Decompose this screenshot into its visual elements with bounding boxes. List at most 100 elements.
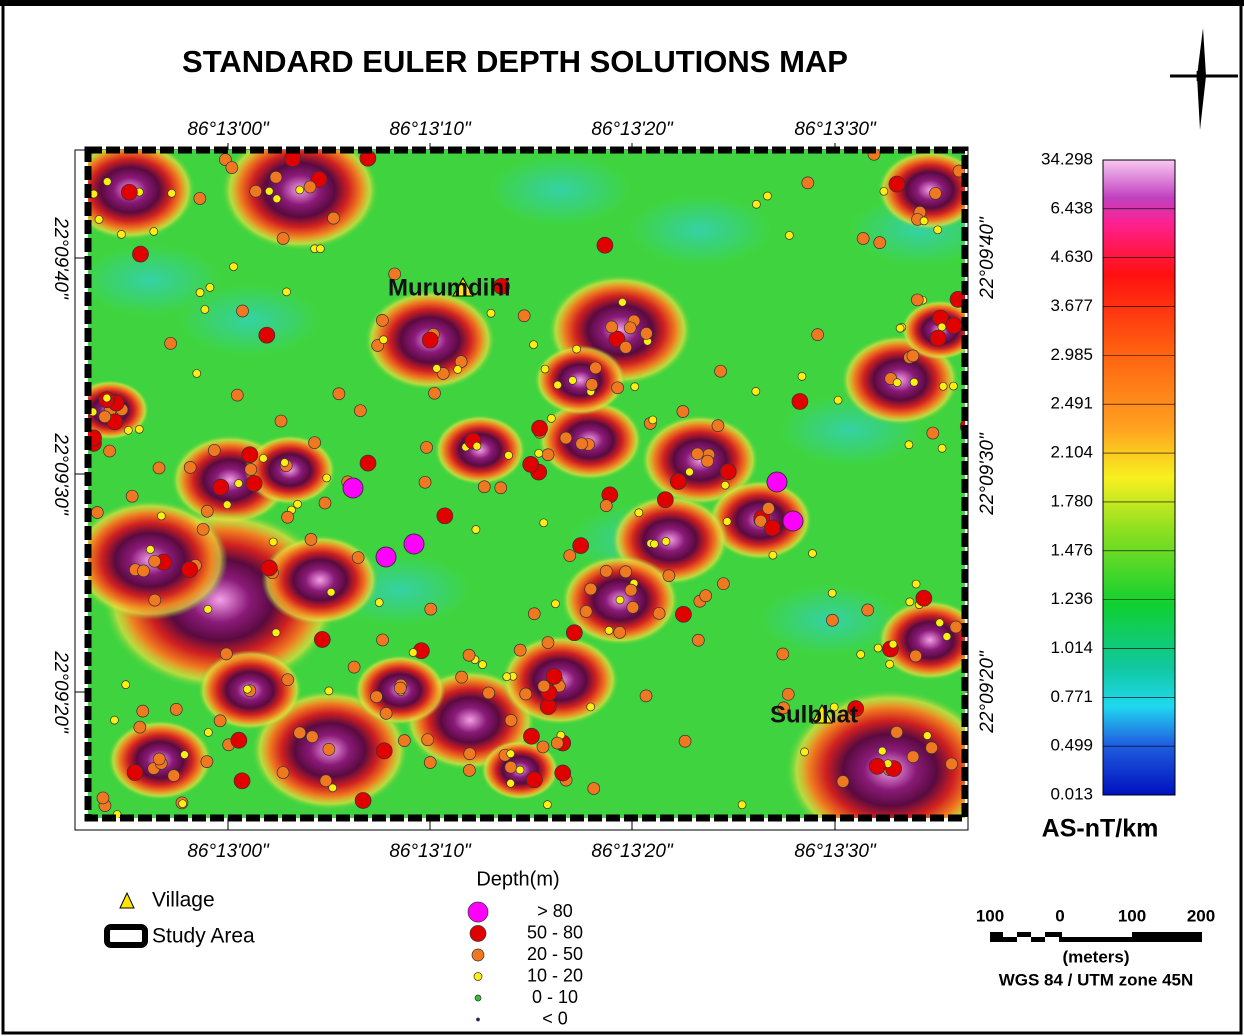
depth-symbol (468, 902, 488, 922)
solution-point (580, 605, 592, 617)
solution-point (631, 383, 639, 391)
solution-point (538, 680, 550, 692)
colorbar-label: 0.499 (1050, 736, 1093, 755)
solution-point (542, 637, 554, 649)
solution-point (620, 341, 632, 353)
solution-point (551, 737, 563, 749)
solution-point (231, 389, 243, 401)
village-label: Sulbhat (770, 701, 858, 728)
solution-point (472, 526, 480, 534)
solution-point (323, 474, 331, 482)
depth-symbol (470, 926, 486, 942)
solution-point (360, 455, 376, 471)
village-label: Murumdihi (388, 274, 511, 301)
depth-class: 20 - 50 (527, 944, 583, 964)
solution-point (785, 231, 793, 239)
solution-point (165, 337, 177, 349)
solution-point (250, 185, 262, 197)
scale-bar: (meters) WGS 84 / UTM zone 45N (990, 932, 1202, 989)
solution-point (891, 726, 903, 738)
solution-point (483, 687, 495, 699)
low-anomaly (630, 195, 770, 265)
solution-point (752, 200, 760, 208)
solution-point (376, 314, 388, 326)
solution-point (532, 420, 548, 436)
solution-point (712, 420, 724, 432)
colorbar-label: 1.476 (1050, 540, 1093, 559)
solution-point (226, 162, 238, 174)
solution-point (686, 468, 694, 476)
solution-point (691, 448, 703, 460)
solution-point (242, 447, 258, 463)
solution-point (657, 492, 673, 508)
solution-point (170, 703, 182, 715)
solution-point (454, 365, 462, 373)
solution-point (679, 735, 691, 747)
solution-point (234, 773, 250, 789)
solution-point (923, 732, 931, 740)
solution-point (428, 387, 440, 399)
solution-point (767, 472, 787, 492)
village-symbol (120, 893, 134, 908)
scale-unit: (meters) (1062, 947, 1129, 966)
solution-point (377, 634, 389, 646)
solution-point (929, 187, 941, 199)
colorbar-label: 2.104 (1050, 443, 1093, 462)
solution-point (149, 594, 161, 606)
solution-point (505, 714, 517, 726)
solution-point (214, 715, 226, 727)
legend-study-area: Study Area (152, 925, 255, 948)
solution-point (938, 444, 946, 452)
solution-point (104, 445, 116, 457)
solution-point (752, 387, 760, 395)
longitude-label: 86°13'10" (389, 119, 472, 140)
colorbar-label: 3.677 (1050, 296, 1093, 315)
solution-point (526, 772, 542, 788)
depth-symbol (474, 973, 482, 981)
solution-point (60, 204, 68, 212)
solution-point (282, 511, 294, 523)
solution-point (323, 743, 335, 755)
solution-point (640, 690, 652, 702)
solution-point (184, 461, 196, 473)
solution-point (663, 570, 675, 582)
solution-point (649, 416, 657, 424)
solution-point (650, 540, 658, 548)
solution-point (75, 558, 83, 566)
solution-point (677, 405, 689, 417)
solution-point (905, 441, 913, 449)
low-anomaly (80, 245, 220, 315)
solution-point (245, 463, 257, 475)
longitude-label: 86°13'10" (389, 841, 472, 862)
solution-point (528, 608, 540, 620)
solution-point (507, 750, 515, 758)
solution-point (573, 345, 581, 353)
solution-point (640, 327, 652, 339)
solution-point (618, 298, 626, 306)
solution-point (537, 741, 549, 753)
solution-point (304, 181, 316, 193)
solution-point (463, 649, 475, 661)
longitude-label: 86°13'20" (591, 841, 674, 862)
solution-point (409, 649, 417, 657)
solution-point (783, 511, 803, 531)
solution-point (777, 648, 789, 660)
solution-point (878, 747, 886, 755)
solution-point (912, 580, 920, 588)
solution-point (314, 632, 330, 648)
solution-point (277, 233, 289, 245)
solution-point (516, 766, 524, 774)
solution-point (437, 508, 453, 524)
solution-point (600, 500, 612, 512)
solution-point (896, 324, 904, 332)
solution-point (259, 327, 275, 343)
solution-point (514, 644, 526, 656)
solution-point (380, 336, 388, 344)
solution-point (127, 765, 143, 781)
depth-class: 0 - 10 (532, 987, 578, 1007)
solution-point (275, 415, 287, 427)
solution-point (916, 590, 932, 606)
solution-point (281, 459, 289, 467)
solution-point (137, 705, 149, 717)
depth-symbol (472, 949, 484, 961)
